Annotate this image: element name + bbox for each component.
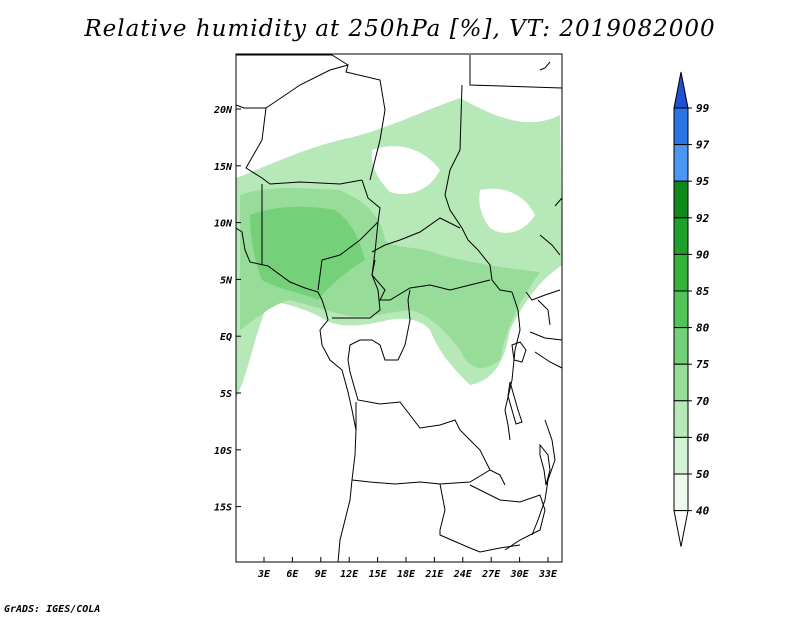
colorbar-label: 99: [696, 102, 710, 115]
border-sahel-west: [235, 104, 363, 185]
colorbar-segment: [673, 400, 689, 438]
lon-tick-label: 27E: [481, 569, 501, 580]
lat-tick-label: 15S: [214, 503, 232, 514]
colorbar: 99 97 95 92 90 85 80 75 70 60 50 40: [673, 71, 710, 547]
border-drc: [349, 371, 506, 486]
colorbar-label: 90: [696, 248, 710, 261]
humidity-field: [236, 98, 562, 398]
colorbar-segment: [673, 180, 689, 219]
colorbar-bottom-arrow: [673, 510, 689, 547]
colorbar-label: 70: [696, 395, 710, 408]
border-niger: [265, 64, 386, 181]
colorbar-segment: [673, 253, 689, 292]
lon-tick-label: 24E: [453, 569, 473, 580]
border-chad-sudan: [444, 84, 513, 293]
country-borders: [235, 54, 563, 563]
border-east-africa: [525, 289, 563, 369]
humidity-region-white-central: [359, 334, 415, 374]
lon-tick-label: 6E: [286, 569, 299, 580]
colorbar-segment: [673, 436, 689, 475]
lat-tick-label: 15N: [214, 162, 233, 173]
border-libya-chad: [469, 55, 563, 89]
latitude-axis: 20N 15N 10N 5N EQ 5S 10S 15S: [213, 105, 241, 514]
lake-tanganyika: [507, 381, 523, 425]
lon-tick-label: 9E: [315, 569, 328, 580]
lat-tick-label: 10N: [214, 219, 233, 230]
lon-tick-label: 21E: [424, 569, 444, 580]
colorbar-label: 75: [696, 358, 710, 371]
map-frame: [235, 53, 563, 563]
humidity-region-75: [250, 206, 365, 300]
longitude-axis: 3E 6E 9E 12E 15E 18E 21E 24E 27E 30E 33E: [257, 557, 558, 580]
lat-tick-label: 5N: [220, 275, 233, 286]
colorbar-label: 92: [696, 212, 710, 225]
humidity-region-white-north: [371, 146, 440, 194]
colorbar-segment: [673, 290, 689, 329]
colorbar-label: 50: [696, 468, 710, 481]
border-cameroon: [332, 221, 381, 319]
border-drc-north: [347, 289, 411, 373]
colorbar-top-arrow: [673, 71, 689, 109]
colorbar-label: 60: [696, 431, 710, 444]
lat-tick-label: 5S: [220, 389, 232, 400]
lake-malawi: [539, 443, 551, 486]
colorbar-segment: [673, 217, 689, 255]
colorbar-label: 97: [696, 139, 710, 152]
humidity-region-white-east: [479, 188, 535, 233]
coast-east: [531, 234, 561, 536]
map-title: Relative humidity at 250hPa [%], VT: 201…: [84, 16, 716, 42]
lat-tick-label: EQ: [220, 332, 232, 343]
red-sea-coast: [539, 61, 563, 207]
lon-tick-label: 3E: [257, 569, 271, 580]
colorbar-segment: [673, 107, 689, 146]
colorbar-label: 40: [696, 505, 710, 518]
border-east-drc: [504, 291, 521, 441]
colorbar-segment: [673, 363, 689, 402]
colorbar-segment: [673, 144, 689, 182]
coastline-west: [235, 227, 357, 563]
border-nigeria: [261, 179, 381, 291]
credit-text: GrADS: IGES/COLA: [4, 604, 101, 615]
lake-victoria: [511, 341, 527, 363]
colorbar-segment: [673, 327, 689, 365]
colorbar-label: 95: [696, 175, 710, 188]
lon-tick-label: 30E: [510, 569, 530, 580]
border-mali: [236, 54, 349, 66]
lon-tick-label: 33E: [538, 569, 558, 580]
lon-tick-label: 15E: [369, 569, 388, 580]
lat-tick-label: 20N: [213, 105, 233, 116]
colorbar-segment: [673, 473, 689, 512]
border-car: [371, 217, 491, 301]
lat-tick-label: 10S: [214, 446, 232, 457]
border-zambia: [439, 469, 546, 551]
lon-tick-label: 18E: [397, 569, 416, 580]
lon-tick-label: 12E: [340, 569, 359, 580]
colorbar-label: 85: [696, 285, 710, 298]
border-angola: [351, 402, 521, 553]
colorbar-label: 80: [696, 322, 710, 335]
